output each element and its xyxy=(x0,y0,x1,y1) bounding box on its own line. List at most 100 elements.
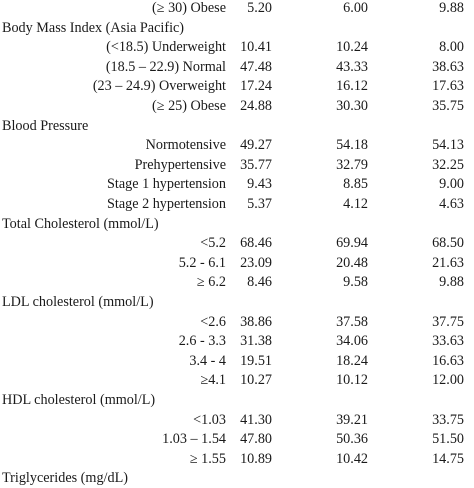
value-cell-col1: 31.38 xyxy=(240,333,272,350)
value-cell-col1: 49.27 xyxy=(240,137,272,154)
table-row: ≥ 6.2 8.46 9.58 9.88 xyxy=(0,273,474,292)
value-cell-col3: 8.00 xyxy=(439,39,464,56)
value-cell-col2: 4.12 xyxy=(343,196,368,212)
section-header-row: Total Cholesterol (mmol/L) xyxy=(0,215,474,234)
value-cell-col2: 10.42 xyxy=(336,450,368,467)
section-label: LDL cholesterol (mmol/L) xyxy=(2,294,154,310)
value-cell-col2: 69.94 xyxy=(336,235,368,252)
row-label: ≥4.1 xyxy=(200,372,226,389)
table-row: (<18.5) Underweight 10.41 10.24 8.00 xyxy=(0,38,474,57)
value-cell-col3: 21.63 xyxy=(432,254,464,271)
value-cell-col3: 68.50 xyxy=(432,235,464,252)
table-row: Normotensive 49.27 54.18 54.13 xyxy=(0,136,474,155)
table-row: ≥4.1 10.27 10.12 12.00 xyxy=(0,371,474,390)
section-header-row: Blood Pressure xyxy=(0,117,474,136)
value-cell-col1: 41.30 xyxy=(240,411,272,428)
table-row: <2.6 38.86 37.58 37.75 xyxy=(0,313,474,332)
table-row: 2.6 - 3.3 31.38 34.06 33.63 xyxy=(0,332,474,351)
table-row: (≥ 30) Obese 5.20 6.00 9.88 xyxy=(0,0,474,18)
row-label: (18.5 – 22.9) Normal xyxy=(105,58,226,75)
value-cell-col3: 9.88 xyxy=(439,0,464,16)
value-cell-col1: 47.48 xyxy=(240,58,272,75)
row-label: (≥ 30) Obese xyxy=(152,0,226,16)
row-label: 5.2 - 6.1 xyxy=(178,254,226,271)
section-label: Triglycerides (mg/dL) xyxy=(2,470,128,487)
table-row: Stage 2 hypertension 5.37 4.12 4.63 xyxy=(0,195,474,214)
value-cell-col2: 10.12 xyxy=(336,372,368,389)
value-cell-col2: 32.79 xyxy=(336,156,368,173)
value-cell-col1: 38.86 xyxy=(240,313,272,330)
value-cell-col1: 5.37 xyxy=(247,196,272,212)
table-row: <1.03 41.30 39.21 33.75 xyxy=(0,411,474,430)
section-label: HDL cholesterol (mmol/L) xyxy=(2,392,156,408)
section-header-row: Triglycerides (mg/dL) xyxy=(0,469,474,488)
value-cell-col3: 4.63 xyxy=(439,196,464,212)
row-label: Stage 2 hypertension xyxy=(107,196,226,212)
row-label: ≥ 6.2 xyxy=(196,274,226,291)
table-row: ≥ 1.55 10.89 10.42 14.75 xyxy=(0,450,474,469)
row-label: ≥ 1.55 xyxy=(189,450,226,467)
table-row: 3.4 - 4 19.51 18.24 16.63 xyxy=(0,352,474,371)
value-cell-col1: 10.89 xyxy=(240,450,272,467)
value-cell-col2: 18.24 xyxy=(336,352,368,369)
value-cell-col3: 33.75 xyxy=(432,411,464,428)
row-label: Prehypertensive xyxy=(134,156,226,173)
table-row: <5.2 68.46 69.94 68.50 xyxy=(0,234,474,253)
value-cell-col3: 17.63 xyxy=(432,78,464,95)
row-label: (≥ 25) Obese xyxy=(152,98,226,114)
table-row: (23 – 24.9) Overweight 17.24 16.12 17.63 xyxy=(0,77,474,96)
value-cell-col3: 51.50 xyxy=(432,431,464,448)
value-cell-col1: 47.80 xyxy=(240,431,272,448)
value-cell-col1: 5.20 xyxy=(247,0,272,16)
value-cell-col3: 38.63 xyxy=(432,58,464,75)
value-cell-col2: 10.24 xyxy=(336,39,368,56)
row-label: (<18.5) Underweight xyxy=(106,39,226,56)
value-cell-col1: 68.46 xyxy=(240,235,272,252)
row-label: <2.6 xyxy=(200,313,226,330)
value-cell-col1: 35.77 xyxy=(240,156,272,173)
value-cell-col2: 34.06 xyxy=(336,333,368,350)
value-cell-col3: 9.88 xyxy=(439,274,464,291)
section-label: Blood Pressure xyxy=(2,117,89,134)
value-cell-col1: 9.43 xyxy=(247,176,272,193)
row-label: <5.2 xyxy=(200,235,226,252)
table-row: (≥ 25) Obese 24.88 30.30 35.75 xyxy=(0,97,474,116)
value-cell-col3: 12.00 xyxy=(432,372,464,389)
row-label: Normotensive xyxy=(145,137,226,154)
section-label: Body Mass Index (Asia Pacific) xyxy=(2,19,185,36)
row-label: 3.4 - 4 xyxy=(189,352,226,369)
value-cell-col2: 20.48 xyxy=(336,254,368,271)
table-row: 5.2 - 6.1 23.09 20.48 21.63 xyxy=(0,254,474,273)
section-header-row: LDL cholesterol (mmol/L) xyxy=(0,293,474,312)
value-cell-col3: 54.13 xyxy=(432,137,464,154)
section-header-row: Body Mass Index (Asia Pacific) xyxy=(0,19,474,38)
value-cell-col3: 35.75 xyxy=(432,98,464,114)
row-label: 1.03 – 1.54 xyxy=(162,431,226,448)
table-row: Stage 1 hypertension 9.43 8.85 9.00 xyxy=(0,175,474,194)
table-row: (18.5 – 22.9) Normal 47.48 43.33 38.63 xyxy=(0,58,474,77)
value-cell-col3: 32.25 xyxy=(432,156,464,173)
value-cell-col3: 16.63 xyxy=(432,352,464,369)
section-label: Total Cholesterol (mmol/L) xyxy=(2,215,159,232)
value-cell-col3: 33.63 xyxy=(432,333,464,350)
value-cell-col2: 8.85 xyxy=(343,176,368,193)
value-cell-col2: 6.00 xyxy=(343,0,368,16)
value-cell-col2: 54.18 xyxy=(336,137,368,154)
value-cell-col3: 37.75 xyxy=(432,313,464,330)
value-cell-col1: 10.27 xyxy=(240,372,272,389)
section-header-row: HDL cholesterol (mmol/L) xyxy=(0,391,474,410)
value-cell-col2: 9.58 xyxy=(343,274,368,291)
value-cell-col2: 39.21 xyxy=(336,411,368,428)
table-row: Prehypertensive 35.77 32.79 32.25 xyxy=(0,156,474,175)
table-row: 1.03 – 1.54 47.80 50.36 51.50 xyxy=(0,430,474,449)
value-cell-col2: 50.36 xyxy=(336,431,368,448)
value-cell-col1: 24.88 xyxy=(240,98,272,114)
value-cell-col3: 9.00 xyxy=(439,176,464,193)
value-cell-col1: 8.46 xyxy=(247,274,272,291)
row-label: <1.03 xyxy=(193,411,226,428)
value-cell-col2: 37.58 xyxy=(336,313,368,330)
row-label: 2.6 - 3.3 xyxy=(178,333,226,350)
value-cell-col1: 23.09 xyxy=(240,254,272,271)
value-cell-col3: 14.75 xyxy=(432,450,464,467)
row-label: (23 – 24.9) Overweight xyxy=(92,78,226,95)
